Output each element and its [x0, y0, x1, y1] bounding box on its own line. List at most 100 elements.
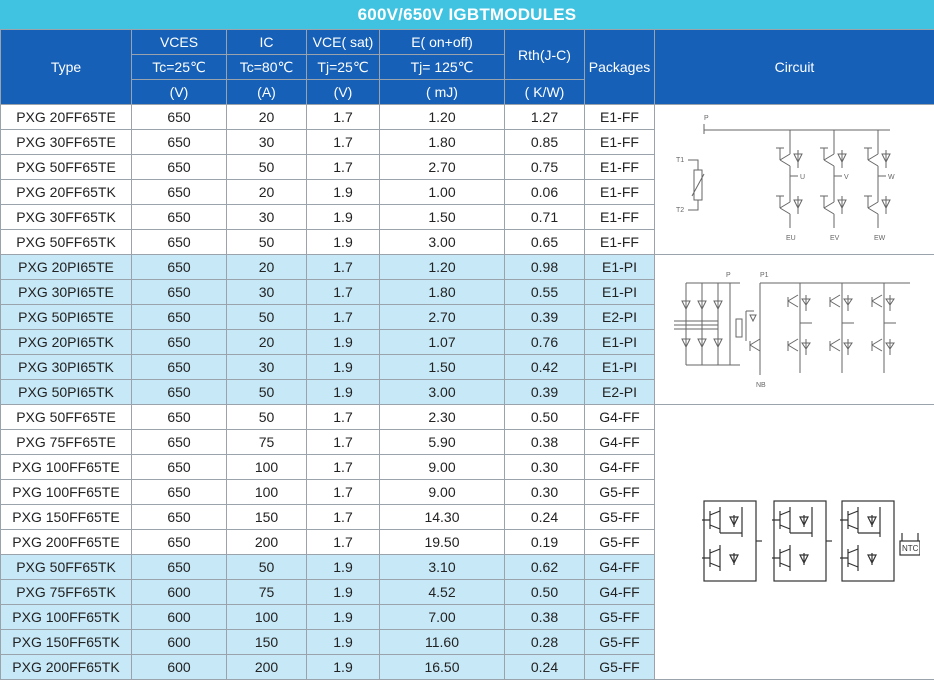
cell-vces: 650: [132, 230, 227, 255]
cell-type: PXG 200FF65TE: [1, 530, 132, 555]
cell-ic: 20: [227, 330, 307, 355]
cell-vce: 1.7: [307, 130, 380, 155]
cell-vces: 650: [132, 105, 227, 130]
cell-ic: 100: [227, 605, 307, 630]
cell-vce: 1.7: [307, 255, 380, 280]
header-vce-sat: VCE( sat): [307, 30, 380, 55]
cell-e: 1.20: [380, 105, 505, 130]
cell-ic: 50: [227, 555, 307, 580]
circuit-label-ntc: NTC: [902, 544, 919, 553]
circuit-label-v: V: [844, 174, 849, 181]
cell-type: PXG 20PI65TE: [1, 255, 132, 280]
cell-ic: 200: [227, 655, 307, 680]
cell-vces: 650: [132, 355, 227, 380]
cell-ic: 50: [227, 230, 307, 255]
cell-rth: 0.06: [505, 180, 585, 205]
cell-rth: 0.55: [505, 280, 585, 305]
cell-vces: 600: [132, 655, 227, 680]
cell-vces: 650: [132, 405, 227, 430]
cell-vce: 1.9: [307, 630, 380, 655]
cell-vce: 1.7: [307, 105, 380, 130]
cell-type: PXG 50PI65TE: [1, 305, 132, 330]
cell-e: 11.60: [380, 630, 505, 655]
cell-vces: 650: [132, 155, 227, 180]
header-e-unit: ( mJ): [380, 80, 505, 105]
cell-ic: 20: [227, 255, 307, 280]
cell-type: PXG 75FF65TE: [1, 430, 132, 455]
cell-vce: 1.7: [307, 305, 380, 330]
cell-vce: 1.7: [307, 155, 380, 180]
cell-pkg: E1-FF: [585, 130, 655, 155]
cell-e: 2.30: [380, 405, 505, 430]
header-vce-unit: (V): [307, 80, 380, 105]
cell-vce: 1.9: [307, 580, 380, 605]
cell-vce: 1.7: [307, 430, 380, 455]
cell-ic: 30: [227, 205, 307, 230]
cell-vces: 650: [132, 555, 227, 580]
circuit-label-p: P: [726, 272, 731, 279]
header-ic-condition: Tc=80℃: [227, 55, 307, 80]
header-circuit: Circuit: [655, 30, 934, 105]
cell-pkg: G4-FF: [585, 555, 655, 580]
cell-e: 1.07: [380, 330, 505, 355]
cell-pkg: E1-FF: [585, 105, 655, 130]
header-e-on-off: E( on+off): [380, 30, 505, 55]
circuit-label-p1: P1: [760, 272, 769, 279]
cell-e: 1.80: [380, 280, 505, 305]
cell-e: 4.52: [380, 580, 505, 605]
cell-ic: 30: [227, 355, 307, 380]
header-vces-unit: (V): [132, 80, 227, 105]
circuit-label-w: W: [888, 174, 895, 181]
circuit-label-nb: NB: [756, 382, 766, 389]
cell-e: 3.00: [380, 380, 505, 405]
cell-pkg: G5-FF: [585, 530, 655, 555]
cell-rth: 0.75: [505, 155, 585, 180]
cell-vce: 1.9: [307, 355, 380, 380]
cell-rth: 0.24: [505, 505, 585, 530]
cell-vce: 1.9: [307, 230, 380, 255]
cell-e: 9.00: [380, 480, 505, 505]
cell-vce: 1.9: [307, 605, 380, 630]
cell-rth: 0.24: [505, 655, 585, 680]
cell-pkg: E1-PI: [585, 255, 655, 280]
cell-type: PXG 150FF65TK: [1, 630, 132, 655]
cell-rth: 0.28: [505, 630, 585, 655]
cell-pkg: E1-FF: [585, 205, 655, 230]
cell-ic: 150: [227, 505, 307, 530]
cell-e: 2.70: [380, 155, 505, 180]
cell-ic: 200: [227, 530, 307, 555]
cell-type: PXG 30FF65TK: [1, 205, 132, 230]
header-vces: VCES: [132, 30, 227, 55]
cell-rth: 0.98: [505, 255, 585, 280]
cell-vce: 1.9: [307, 380, 380, 405]
cell-rth: 0.42: [505, 355, 585, 380]
cell-rth: 0.19: [505, 530, 585, 555]
circuit-cell: P P1 NB: [655, 255, 934, 405]
circuit-label-t2: T2: [676, 207, 684, 214]
header-ic: IC: [227, 30, 307, 55]
cell-type: PXG 30PI65TE: [1, 280, 132, 305]
cell-rth: 0.65: [505, 230, 585, 255]
cell-type: PXG 20PI65TK: [1, 330, 132, 355]
cell-ic: 20: [227, 105, 307, 130]
cell-vces: 650: [132, 505, 227, 530]
circuit-cell: P T1 T2 U V W EU EV EW: [655, 105, 934, 255]
cell-pkg: E2-PI: [585, 305, 655, 330]
cell-ic: 20: [227, 180, 307, 205]
cell-e: 1.80: [380, 130, 505, 155]
cell-type: PXG 100FF65TE: [1, 480, 132, 505]
cell-vces: 650: [132, 455, 227, 480]
cell-vces: 650: [132, 530, 227, 555]
cell-rth: 0.85: [505, 130, 585, 155]
cell-ic: 100: [227, 455, 307, 480]
cell-ic: 30: [227, 280, 307, 305]
cell-pkg: E1-PI: [585, 280, 655, 305]
cell-ic: 50: [227, 380, 307, 405]
cell-pkg: G5-FF: [585, 480, 655, 505]
cell-vce: 1.7: [307, 505, 380, 530]
header-rth: Rth(J-C): [505, 30, 585, 80]
cell-e: 3.00: [380, 230, 505, 255]
cell-vce: 1.9: [307, 180, 380, 205]
cell-vce: 1.7: [307, 455, 380, 480]
circuit-label-t1: T1: [676, 157, 684, 164]
